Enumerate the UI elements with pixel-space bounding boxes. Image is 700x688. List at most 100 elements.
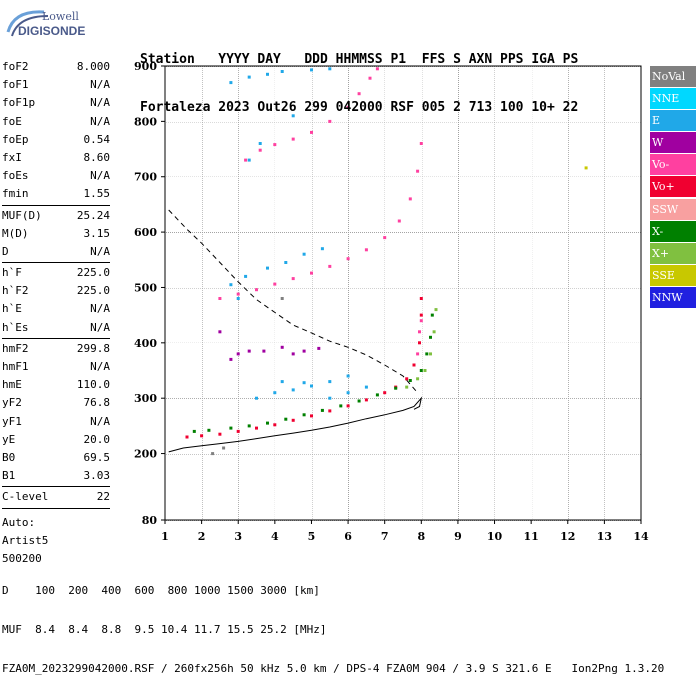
- echo-point: [328, 409, 332, 413]
- param-value: 25.24: [76, 208, 110, 222]
- echo-point: [222, 446, 226, 450]
- profile-curves: [168, 209, 423, 453]
- param-value: N/A: [90, 244, 110, 258]
- param-row: hmF1 N/A: [2, 358, 110, 376]
- echo-point: [280, 345, 284, 349]
- echo-point: [236, 297, 240, 300]
- echo-point: [394, 386, 398, 390]
- param-name: foF2: [2, 60, 29, 73]
- param-value: N/A: [90, 320, 110, 334]
- echo-point: [218, 330, 222, 334]
- y-tick-label: 200: [134, 448, 157, 461]
- echo-point: [328, 380, 332, 384]
- logo-text-digisonde: DIGISONDE: [18, 24, 86, 38]
- param-row: h`E N/A: [2, 300, 110, 318]
- legend-item: X-: [650, 220, 696, 242]
- y-tick-label: 500: [134, 281, 157, 294]
- echo-point: [419, 142, 423, 145]
- echo-point: [218, 432, 222, 436]
- param-row: h`F 225.0: [2, 264, 110, 282]
- param-value: 3.03: [83, 469, 111, 483]
- x-tick-label: 10: [487, 530, 503, 543]
- echo-point: [185, 435, 189, 439]
- x-tick-label: 11: [523, 530, 538, 543]
- echo-point: [284, 417, 288, 421]
- echo-point: [364, 398, 368, 402]
- echo-point: [328, 119, 332, 123]
- grid-line-y: [165, 121, 641, 123]
- echo-point: [266, 72, 269, 76]
- echo-point: [244, 158, 248, 162]
- grid-line-y: [165, 176, 641, 178]
- grid-line-x: [494, 66, 496, 520]
- grid-line-x: [421, 66, 423, 520]
- param-value: 20.0: [83, 432, 111, 446]
- echo-point: [236, 292, 240, 296]
- echo-point: [364, 248, 368, 252]
- grid-line-x: [348, 66, 350, 520]
- y-tick-label: 80: [142, 514, 158, 527]
- x-tick-label: 4: [271, 530, 279, 543]
- echo-point: [346, 106, 350, 109]
- param-row: foEp 0.54: [2, 131, 110, 149]
- echo-point: [291, 137, 295, 141]
- echo-point: [375, 393, 379, 397]
- echo-point: [405, 377, 409, 381]
- echo-point: [302, 413, 306, 417]
- echo-point: [419, 319, 423, 323]
- param-row: C-level 22: [2, 488, 110, 506]
- echo-point: [247, 75, 251, 79]
- echo-point: [357, 399, 361, 403]
- echo-point: [280, 70, 284, 73]
- param-value: N/A: [90, 302, 110, 316]
- station-header: Station YYYY DAY DDD HHMMSS P1 FFS S AXN…: [140, 20, 578, 132]
- param-row: foF2 8.000: [2, 58, 110, 76]
- x-tick-label: 3: [234, 530, 242, 543]
- echo-point: [397, 219, 401, 223]
- param-name: h`Es: [2, 320, 29, 334]
- autoscaling-info: Auto:: [2, 515, 36, 529]
- legend-item: Vo+: [650, 176, 696, 198]
- x-tick-label: 8: [417, 530, 425, 543]
- param-value: N/A: [90, 360, 110, 373]
- autoscaling-info: Artist5: [2, 533, 49, 547]
- legend-item: W: [650, 132, 696, 154]
- footer-muf-row: MUF 8.4 8.4 8.8 9.5 10.4 11.7 15.5 25.2 …: [2, 623, 327, 636]
- echo-point: [236, 352, 240, 356]
- y-tick-label: 900: [134, 60, 157, 73]
- legend-item: Vo-: [650, 154, 696, 176]
- echo-point: [302, 252, 306, 256]
- x-tick-label: 2: [198, 530, 206, 543]
- y-tick-label: 700: [134, 171, 157, 184]
- param-row: B1 3.03: [2, 467, 110, 485]
- scaled-parameters-panel: foF2 8.000 foF1 N/A foF1p N/A foE N/A foEp 0.54 fx…: [2, 58, 110, 568]
- param-value: N/A: [90, 169, 110, 183]
- param-row: foE N/A: [2, 113, 110, 131]
- echo-point: [346, 374, 350, 378]
- legend-item: NNW: [650, 286, 696, 308]
- param-value: 8.60: [83, 150, 111, 164]
- x-tick-label: 12: [560, 530, 575, 543]
- echo-point: [429, 352, 432, 356]
- param-row: MUF(D) 25.24: [2, 207, 110, 225]
- echo-point: [419, 313, 423, 317]
- x-tick-label: 9: [454, 530, 462, 543]
- footer-file-info: FZA0M_2023299042000.RSF / 260fx256h 50 k…: [2, 662, 665, 675]
- legend-item: NNE: [650, 88, 696, 110]
- echo-point: [258, 142, 262, 145]
- echo-point: [416, 377, 420, 381]
- param-name: B0: [2, 450, 16, 464]
- param-name: foEs: [2, 169, 29, 183]
- echo-point: [273, 423, 277, 427]
- echo-point: [302, 381, 306, 385]
- echo-point: [291, 388, 295, 392]
- param-name: foF1p: [2, 96, 36, 110]
- echo-point: [328, 264, 332, 268]
- y-tick-label: 300: [134, 392, 157, 405]
- footer-info: D 100 200 400 600 800 1000 1500 3000 [km…: [2, 558, 664, 688]
- echo-point: [310, 130, 313, 134]
- legend-item: SSE: [650, 264, 696, 286]
- echo-point: [328, 396, 332, 400]
- echo-point: [258, 148, 262, 152]
- echo-point: [262, 349, 266, 353]
